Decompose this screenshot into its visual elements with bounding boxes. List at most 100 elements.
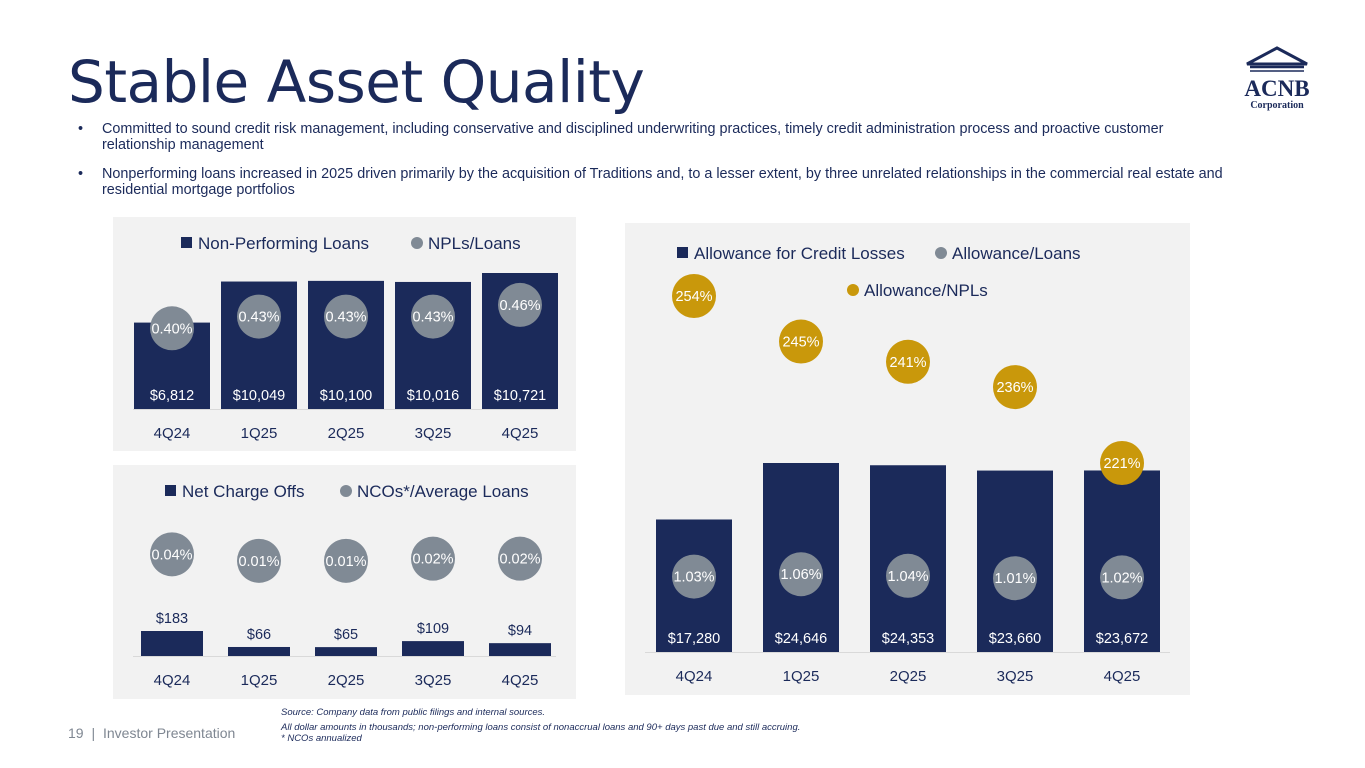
- ratio-bubble: [672, 554, 716, 599]
- x-tick-label: 1Q25: [783, 668, 820, 685]
- x-tick-label: 3Q25: [415, 672, 452, 689]
- bar: [141, 631, 203, 656]
- legend-circle-icon: [340, 485, 352, 497]
- x-tick-label: 4Q24: [676, 668, 713, 685]
- ratio-bubble: [1100, 555, 1144, 600]
- x-tick-label: 2Q25: [328, 425, 365, 442]
- footnote-source: Source: Company data from public filings…: [281, 707, 546, 718]
- bar-value-label: $24,646: [775, 631, 827, 647]
- ratio-bubble-label: 0.04%: [151, 547, 192, 563]
- ratio-bubble-label: 0.46%: [499, 298, 540, 314]
- bar-value-label: $109: [417, 621, 449, 637]
- allowance-npl-label: 241%: [889, 355, 926, 371]
- legend-label: NCOs*/Average Loans: [357, 482, 529, 501]
- ratio-bubble-label: 1.01%: [994, 571, 1035, 587]
- allowance-chart-panel: Allowance for Credit Losses Allowance/Loa…: [625, 223, 1190, 695]
- legend-label: Non-Performing Loans: [198, 234, 369, 253]
- ratio-bubble-label: 0.01%: [325, 554, 366, 570]
- legend-label: Net Charge Offs: [182, 482, 305, 501]
- x-tick-label: 1Q25: [241, 425, 278, 442]
- ratio-bubble-label: 0.43%: [238, 310, 279, 326]
- allowance-chart: Allowance for Credit Losses Allowance/Loa…: [645, 244, 1170, 685]
- bar: [402, 641, 464, 656]
- x-tick-label: 1Q25: [241, 672, 278, 689]
- npl-chart-panel: Non-Performing Loans NPLs/Loans $6,812 0.40…: [113, 217, 576, 451]
- legend-square-icon: [181, 237, 192, 248]
- ratio-bubble: [324, 538, 368, 583]
- ratio-bubble-label: 0.01%: [238, 554, 279, 570]
- ratio-bubble: [150, 532, 194, 577]
- ratio-bubble-label: 1.03%: [673, 570, 714, 586]
- allowance-npl-bubble: [886, 339, 930, 384]
- legend-circle-icon: [935, 247, 947, 259]
- allowance-npl-label: 245%: [782, 335, 819, 351]
- ratio-bubble: [498, 282, 542, 327]
- x-tick-label: 4Q24: [154, 672, 191, 689]
- bar-value-label: $23,660: [989, 631, 1041, 647]
- legend-square-icon: [165, 485, 176, 496]
- acnb-logo: ACNB Corporation: [1244, 46, 1310, 111]
- ratio-bubble-label: 0.02%: [412, 552, 453, 568]
- legend-square-icon: [677, 247, 688, 258]
- page-number: 19: [68, 725, 84, 741]
- allowance-npl-bubble: [1100, 441, 1144, 485]
- footnote-nco: * NCOs annualized: [281, 733, 362, 744]
- ratio-bubble: [411, 294, 455, 339]
- ratio-bubble: [411, 536, 455, 581]
- bar-value-label: $23,672: [1096, 631, 1148, 647]
- npl-chart: Non-Performing Loans NPLs/Loans $6,812 0.40…: [133, 234, 558, 442]
- nco-chart: Net Charge Offs NCOs*/Average Loans $183 0.…: [133, 482, 556, 689]
- footnote-amounts: All dollar amounts in thousands; non-per…: [281, 722, 801, 733]
- ratio-bubble: [237, 538, 281, 583]
- bullet-item: Nonperforming loans increased in 2025 dr…: [78, 166, 1238, 198]
- bar: [228, 646, 290, 656]
- allowance-npl-bubble: [779, 319, 823, 364]
- logo-roof-icon: [1246, 46, 1308, 66]
- allowance-npl-label: 236%: [996, 380, 1033, 396]
- ratio-bubble-label: 1.02%: [1101, 570, 1142, 586]
- bar-value-label: $10,016: [407, 388, 459, 404]
- footer-separator: |: [91, 725, 96, 741]
- bullet-item: Committed to sound credit risk managemen…: [78, 121, 1238, 153]
- legend-label: Allowance/NPLs: [864, 281, 988, 300]
- ratio-bubble-label: 0.02%: [499, 552, 540, 568]
- bar: [489, 643, 551, 656]
- ratio-bubble: [498, 536, 542, 581]
- bar-value-label: $66: [247, 627, 271, 643]
- x-tick-label: 3Q25: [997, 668, 1034, 685]
- ratio-bubble-label: 0.40%: [151, 321, 192, 337]
- ratio-bubble-label: 0.43%: [325, 310, 366, 326]
- footnotes: Source: Company data from public filings…: [281, 706, 800, 745]
- legend-circle-icon: [411, 237, 423, 249]
- allowance-npl-label: 254%: [675, 289, 712, 305]
- x-tick-label: 4Q25: [1104, 668, 1141, 685]
- ratio-bubble: [779, 552, 823, 597]
- bar-value-label: $17,280: [668, 631, 720, 647]
- nco-chart-panel: Net Charge Offs NCOs*/Average Loans $183 0.…: [113, 465, 576, 699]
- x-tick-label: 2Q25: [890, 668, 927, 685]
- bar-value-label: $10,721: [494, 388, 546, 404]
- ratio-bubble: [150, 306, 194, 351]
- x-tick-label: 2Q25: [328, 672, 365, 689]
- allowance-npl-bubble: [993, 365, 1037, 410]
- allowance-npl-label: 221%: [1103, 456, 1140, 472]
- x-tick-label: 4Q25: [502, 425, 539, 442]
- ratio-bubble-label: 0.43%: [412, 310, 453, 326]
- bar-value-label: $6,812: [150, 388, 194, 404]
- allowance-npl-bubble: [672, 274, 716, 318]
- bullet-list: Committed to sound credit risk managemen…: [78, 121, 1238, 212]
- bar-value-label: $183: [156, 611, 188, 627]
- bar-value-label: $65: [334, 627, 358, 643]
- legend-label: NPLs/Loans: [428, 234, 521, 253]
- ratio-bubble-label: 1.06%: [780, 567, 821, 583]
- x-tick-label: 3Q25: [415, 425, 452, 442]
- ratio-bubble-label: 1.04%: [887, 569, 928, 585]
- logo-name: ACNB: [1244, 76, 1309, 101]
- ratio-bubble: [324, 294, 368, 339]
- bar: [315, 647, 377, 656]
- ratio-bubble: [886, 553, 930, 598]
- bar-value-label: $10,049: [233, 388, 285, 404]
- x-tick-label: 4Q24: [154, 425, 191, 442]
- footer-label: Investor Presentation: [103, 725, 236, 741]
- footer: 19 | Investor Presentation: [68, 725, 235, 741]
